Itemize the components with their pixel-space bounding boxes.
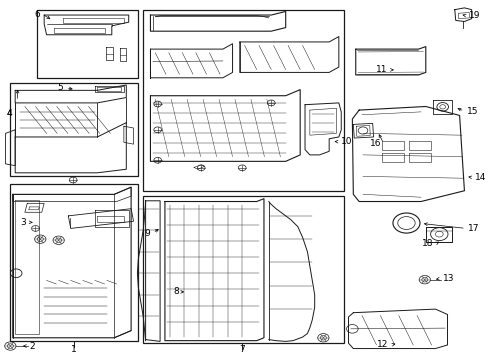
Text: 19: 19 — [468, 11, 480, 20]
Text: 13: 13 — [442, 274, 453, 283]
Bar — [10, 184, 138, 341]
Text: 12: 12 — [376, 341, 388, 350]
Text: 3: 3 — [20, 218, 26, 227]
Text: 5: 5 — [58, 83, 63, 92]
Bar — [143, 10, 343, 191]
Text: 7: 7 — [239, 345, 244, 354]
Text: 18: 18 — [421, 239, 432, 248]
Bar — [37, 10, 138, 78]
Text: 10: 10 — [341, 137, 352, 146]
Text: 6: 6 — [35, 10, 40, 19]
Text: 9: 9 — [144, 229, 150, 238]
Text: 17: 17 — [468, 224, 479, 233]
Text: 1: 1 — [71, 345, 77, 354]
Bar — [10, 83, 138, 176]
Text: 2: 2 — [30, 342, 35, 351]
Text: 14: 14 — [474, 173, 486, 182]
Text: 4: 4 — [6, 109, 12, 118]
Bar — [143, 196, 343, 343]
Text: 16: 16 — [369, 139, 381, 148]
Text: 4: 4 — [6, 109, 12, 118]
Text: 15: 15 — [466, 107, 477, 116]
Text: 11: 11 — [375, 66, 386, 75]
Text: 8: 8 — [173, 287, 179, 296]
